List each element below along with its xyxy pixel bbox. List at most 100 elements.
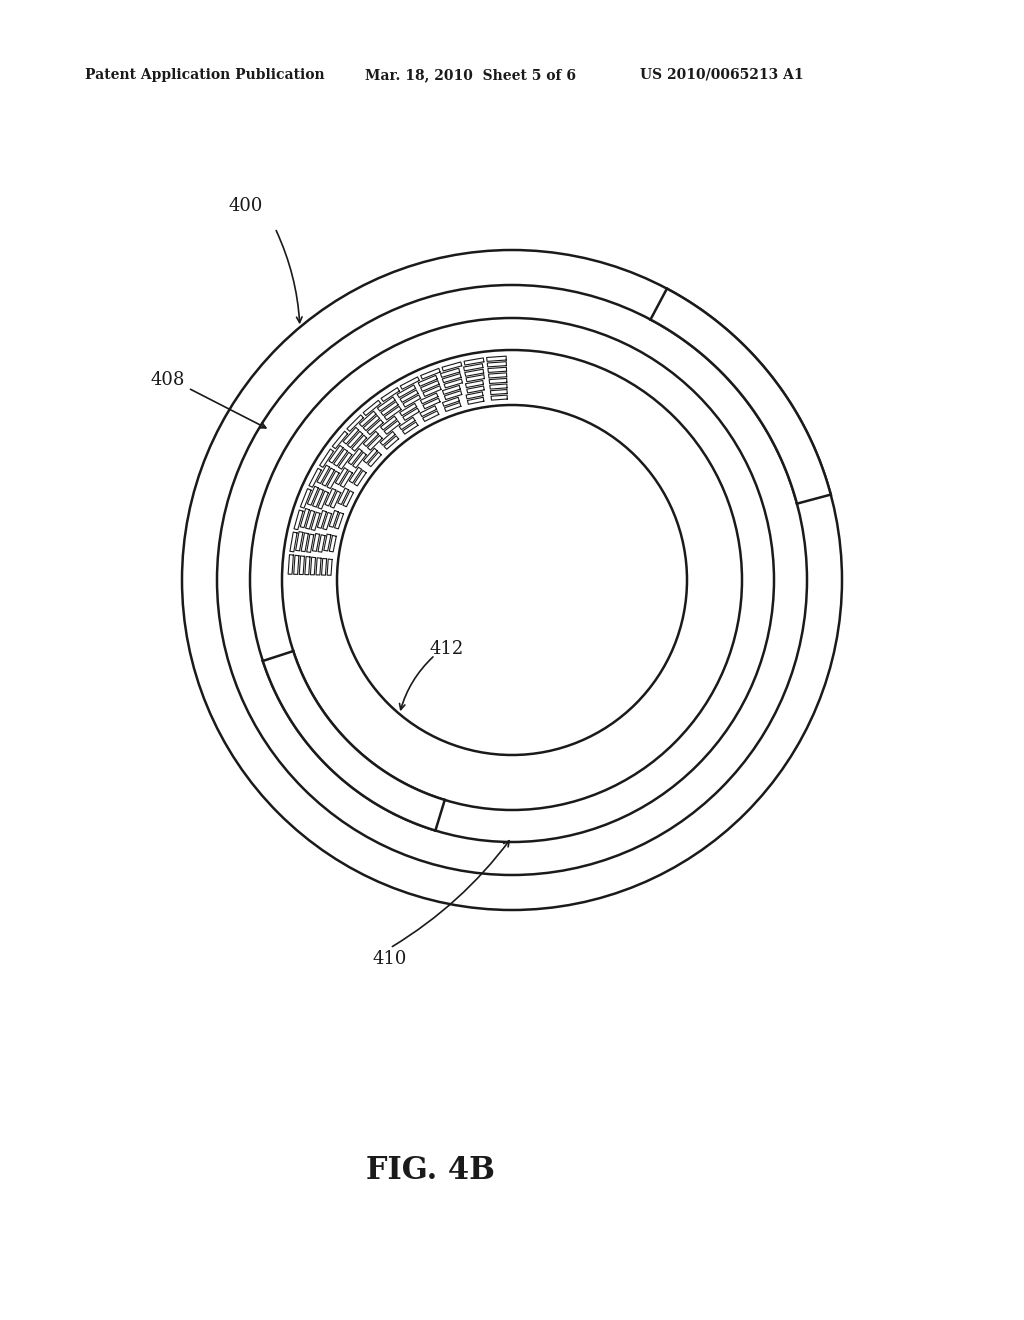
Polygon shape: [492, 395, 507, 400]
Polygon shape: [317, 491, 329, 510]
Text: 410: 410: [373, 950, 408, 968]
Polygon shape: [334, 449, 347, 466]
Polygon shape: [418, 375, 437, 387]
Polygon shape: [368, 420, 383, 434]
Polygon shape: [384, 407, 401, 420]
Polygon shape: [317, 511, 327, 528]
Polygon shape: [466, 375, 484, 381]
Polygon shape: [487, 367, 507, 372]
Polygon shape: [319, 449, 334, 467]
Polygon shape: [466, 392, 483, 399]
Polygon shape: [400, 389, 418, 403]
Polygon shape: [380, 432, 395, 445]
Polygon shape: [323, 512, 332, 529]
Polygon shape: [300, 488, 311, 508]
Polygon shape: [364, 400, 381, 416]
Polygon shape: [378, 397, 395, 411]
Polygon shape: [467, 385, 484, 393]
Polygon shape: [349, 467, 361, 483]
Polygon shape: [464, 363, 483, 371]
Polygon shape: [381, 401, 398, 416]
Polygon shape: [423, 385, 441, 396]
Polygon shape: [330, 536, 336, 552]
Polygon shape: [307, 486, 318, 506]
Polygon shape: [442, 385, 460, 395]
Polygon shape: [402, 422, 418, 434]
Polygon shape: [305, 557, 310, 574]
Polygon shape: [442, 397, 460, 407]
Polygon shape: [294, 510, 303, 529]
Polygon shape: [335, 512, 343, 529]
Polygon shape: [318, 535, 325, 552]
Polygon shape: [340, 471, 352, 487]
Polygon shape: [329, 445, 343, 463]
Polygon shape: [322, 469, 334, 486]
Polygon shape: [489, 379, 507, 384]
Polygon shape: [322, 558, 327, 576]
Polygon shape: [489, 384, 507, 389]
Polygon shape: [403, 395, 421, 407]
Polygon shape: [442, 374, 461, 383]
Polygon shape: [263, 651, 444, 830]
Polygon shape: [296, 532, 303, 550]
Polygon shape: [310, 557, 315, 574]
Polygon shape: [364, 416, 380, 430]
Polygon shape: [317, 465, 330, 483]
Polygon shape: [305, 511, 314, 529]
Polygon shape: [290, 532, 297, 552]
Polygon shape: [359, 411, 376, 426]
Polygon shape: [325, 488, 336, 506]
Polygon shape: [364, 432, 379, 446]
Polygon shape: [487, 362, 507, 367]
Polygon shape: [300, 508, 309, 528]
Polygon shape: [381, 416, 396, 430]
Polygon shape: [351, 436, 367, 451]
Polygon shape: [444, 391, 462, 400]
Polygon shape: [309, 469, 322, 487]
Polygon shape: [311, 512, 319, 531]
Polygon shape: [330, 491, 341, 508]
Polygon shape: [442, 362, 462, 371]
Polygon shape: [324, 535, 331, 550]
Text: 400: 400: [228, 197, 263, 215]
Polygon shape: [327, 560, 332, 576]
Polygon shape: [338, 453, 352, 469]
Polygon shape: [421, 368, 440, 379]
Polygon shape: [312, 533, 319, 552]
Text: 412: 412: [430, 640, 464, 657]
Polygon shape: [490, 389, 507, 395]
Polygon shape: [464, 358, 483, 366]
Polygon shape: [421, 380, 439, 391]
Polygon shape: [400, 378, 419, 389]
Polygon shape: [348, 449, 362, 465]
Text: Mar. 18, 2010  Sheet 5 of 6: Mar. 18, 2010 Sheet 5 of 6: [365, 69, 575, 82]
Polygon shape: [364, 449, 377, 463]
Polygon shape: [397, 385, 416, 397]
Polygon shape: [384, 436, 398, 449]
Polygon shape: [347, 414, 364, 432]
Polygon shape: [301, 533, 308, 552]
Polygon shape: [316, 558, 322, 576]
Polygon shape: [402, 408, 419, 420]
Polygon shape: [299, 556, 304, 574]
Polygon shape: [312, 488, 324, 507]
Polygon shape: [444, 403, 461, 412]
Polygon shape: [288, 554, 293, 574]
Polygon shape: [333, 432, 347, 449]
Polygon shape: [294, 556, 299, 574]
Polygon shape: [421, 393, 438, 404]
Polygon shape: [444, 379, 463, 388]
Polygon shape: [354, 470, 367, 486]
Polygon shape: [338, 488, 348, 504]
Polygon shape: [343, 428, 358, 444]
Polygon shape: [343, 491, 353, 507]
Text: Patent Application Publication: Patent Application Publication: [85, 69, 325, 82]
Polygon shape: [347, 432, 362, 447]
Polygon shape: [384, 421, 400, 434]
Polygon shape: [650, 289, 830, 504]
Polygon shape: [465, 370, 483, 376]
Polygon shape: [352, 453, 367, 467]
Polygon shape: [335, 467, 348, 484]
Polygon shape: [486, 356, 506, 362]
Polygon shape: [423, 411, 438, 421]
